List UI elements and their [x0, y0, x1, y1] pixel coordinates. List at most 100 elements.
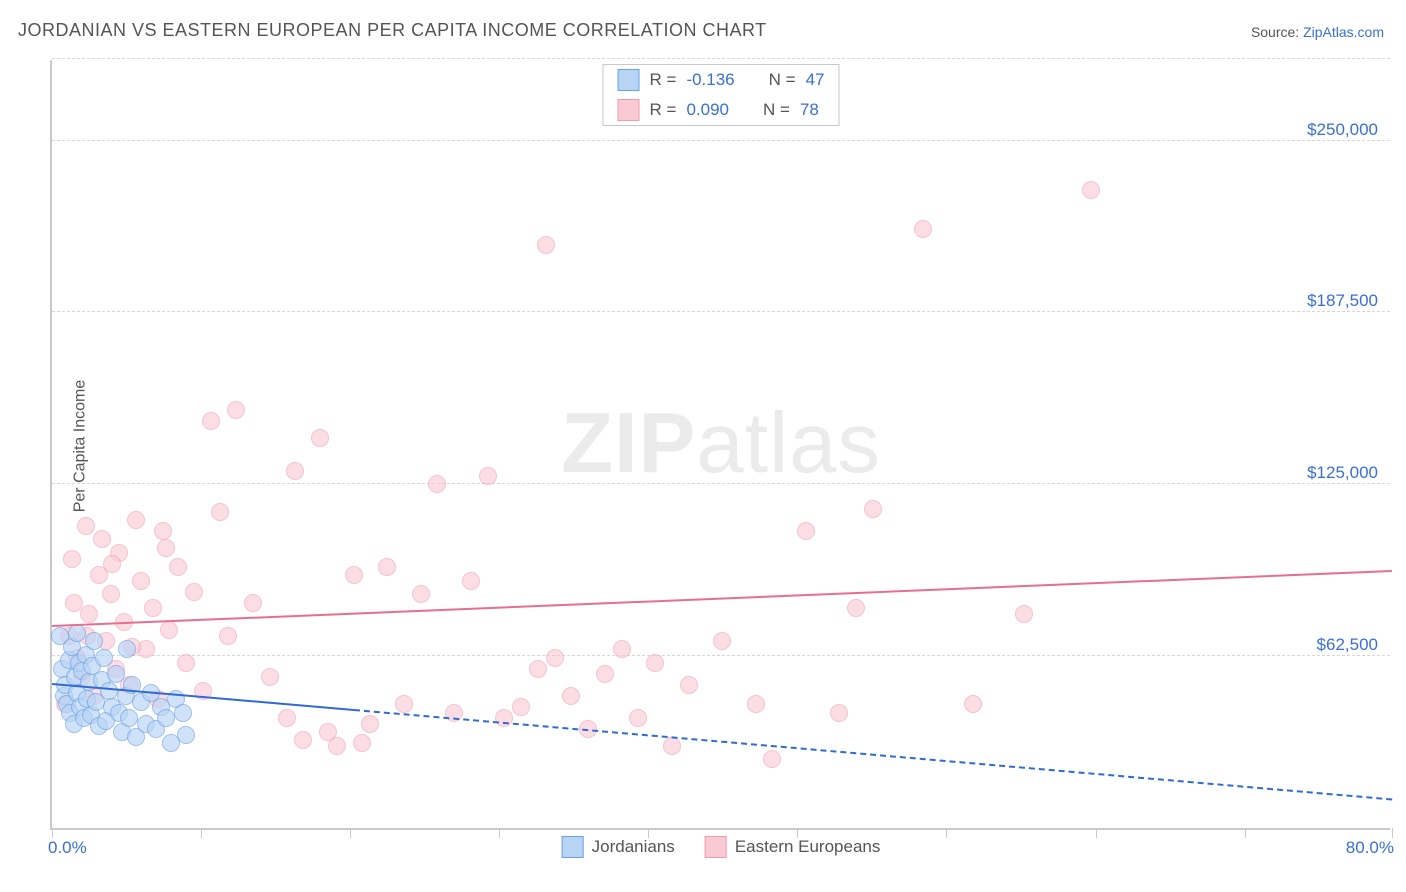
- data-point: [177, 726, 195, 744]
- gridline: [52, 140, 1390, 141]
- watermark-rest: atlas: [696, 396, 881, 491]
- x-tick: [201, 828, 202, 838]
- data-point: [154, 522, 172, 540]
- data-point: [63, 550, 81, 568]
- watermark-bold: ZIP: [561, 396, 696, 491]
- data-point: [747, 695, 765, 713]
- legend-row: R = 0.090N = 78: [604, 95, 839, 125]
- gridline: [52, 58, 1390, 59]
- source-link[interactable]: ZipAtlas.com: [1303, 24, 1384, 40]
- legend-row: R = -0.136 N = 47: [604, 65, 839, 95]
- x-tick: [1096, 828, 1097, 838]
- data-point: [177, 654, 195, 672]
- chart-title: JORDANIAN VS EASTERN EUROPEAN PER CAPITA…: [18, 20, 767, 41]
- legend-swatch: [618, 69, 640, 91]
- scatter-plot: ZIPatlas R = -0.136 N = 47 R = 0.090N = 78…: [50, 60, 1390, 830]
- data-point: [546, 649, 564, 667]
- legend-swatch: [618, 99, 640, 121]
- correlation-legend: R = -0.136 N = 47 R = 0.090N = 78: [603, 64, 840, 126]
- data-point: [127, 511, 145, 529]
- data-point: [77, 517, 95, 535]
- data-point: [830, 704, 848, 722]
- y-tick-label: $187,500: [1307, 291, 1378, 311]
- watermark: ZIPatlas: [561, 395, 881, 493]
- y-tick-label: $62,500: [1317, 635, 1378, 655]
- legend-item: Eastern Europeans: [705, 836, 881, 858]
- data-point: [211, 503, 229, 521]
- data-point: [345, 566, 363, 584]
- source-label: Source:: [1251, 24, 1303, 40]
- data-point: [174, 704, 192, 722]
- x-axis-max-label: 80.0%: [1346, 838, 1394, 858]
- data-point: [613, 640, 631, 658]
- data-point: [227, 401, 245, 419]
- data-point: [361, 715, 379, 733]
- data-point: [278, 709, 296, 727]
- legend-swatch: [705, 836, 727, 858]
- data-point: [428, 475, 446, 493]
- data-point: [103, 555, 121, 573]
- legend-n-value: 78: [800, 100, 819, 120]
- data-point: [596, 665, 614, 683]
- data-point: [512, 698, 530, 716]
- x-tick: [52, 828, 53, 838]
- data-point: [311, 429, 329, 447]
- data-point: [102, 585, 120, 603]
- gridline: [52, 655, 1390, 656]
- data-point: [132, 572, 150, 590]
- data-point: [395, 695, 413, 713]
- series-legend: Jordanians Eastern Europeans: [562, 836, 881, 858]
- data-point: [144, 599, 162, 617]
- data-point: [1015, 605, 1033, 623]
- y-tick-label: $125,000: [1307, 463, 1378, 483]
- data-point: [261, 668, 279, 686]
- data-point: [646, 654, 664, 672]
- legend-r-label: R =: [650, 70, 677, 90]
- x-tick: [946, 828, 947, 838]
- gridline: [52, 311, 1390, 312]
- data-point: [629, 709, 647, 727]
- data-point: [85, 632, 103, 650]
- data-point: [68, 624, 86, 642]
- data-point: [864, 500, 882, 518]
- data-point: [412, 585, 430, 603]
- data-point: [479, 467, 497, 485]
- data-point: [120, 709, 138, 727]
- gridline: [52, 483, 1390, 484]
- data-point: [95, 649, 113, 667]
- legend-n-value: 47: [806, 70, 825, 90]
- legend-r-label: R =: [650, 100, 677, 120]
- data-point: [529, 660, 547, 678]
- legend-item: Jordanians: [562, 836, 675, 858]
- x-tick: [499, 828, 500, 838]
- data-point: [847, 599, 865, 617]
- data-point: [157, 709, 175, 727]
- data-point: [663, 737, 681, 755]
- source-attribution: Source: ZipAtlas.com: [1251, 24, 1384, 40]
- data-point: [713, 632, 731, 650]
- data-point: [118, 640, 136, 658]
- data-point: [160, 621, 178, 639]
- x-tick: [797, 828, 798, 838]
- data-point: [353, 734, 371, 752]
- data-point: [107, 665, 125, 683]
- data-point: [378, 558, 396, 576]
- data-point: [185, 583, 203, 601]
- data-point: [169, 558, 187, 576]
- data-point: [763, 750, 781, 768]
- data-point: [202, 412, 220, 430]
- data-point: [562, 687, 580, 705]
- data-point: [328, 737, 346, 755]
- legend-r-value: -0.136: [686, 70, 734, 90]
- data-point: [797, 522, 815, 540]
- data-point: [80, 605, 98, 623]
- data-point: [1082, 181, 1100, 199]
- data-point: [286, 462, 304, 480]
- data-point: [294, 731, 312, 749]
- data-point: [93, 530, 111, 548]
- x-tick: [648, 828, 649, 838]
- x-tick: [350, 828, 351, 838]
- legend-n-label: N =: [763, 100, 790, 120]
- x-axis-min-label: 0.0%: [48, 838, 87, 858]
- legend-n-label: N =: [769, 70, 796, 90]
